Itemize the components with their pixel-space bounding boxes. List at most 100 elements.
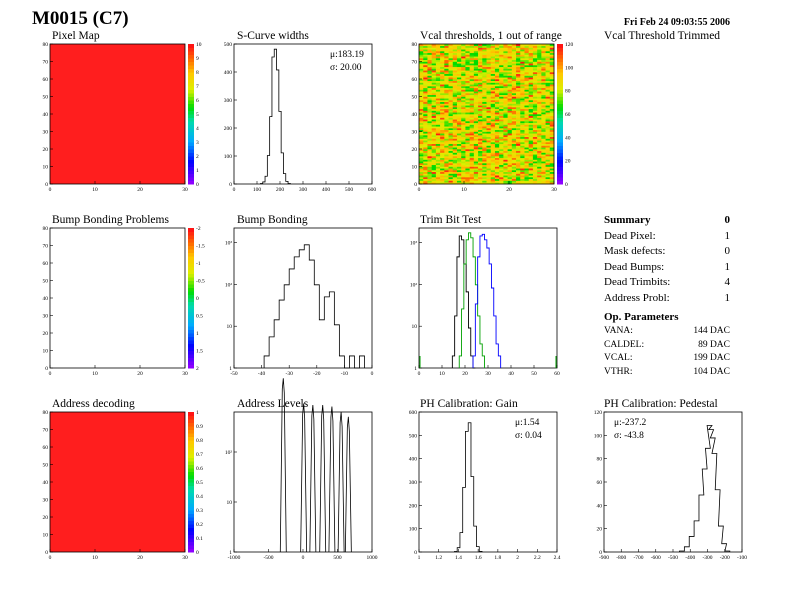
heatmap-cell [435,166,441,169]
heatmap-cell [452,129,458,132]
heatmap-cell [423,63,428,66]
heatmap-cell [461,108,466,111]
heatmap-cell [427,149,432,152]
summary-label: Mask defects: [604,245,666,257]
heatmap-cell [456,164,462,167]
heatmap-cell [528,119,534,122]
heatmap-cell [499,166,504,169]
heatmap-cell [452,89,458,92]
heatmap-cell [461,177,466,180]
heatmap-cell [486,163,492,166]
heatmap-cell [503,61,508,64]
heatmap-cell [478,54,483,57]
heatmap-cell [440,105,445,108]
heatmap-cell [494,164,500,167]
heatmap-cell [456,135,462,138]
addr_decoding-colorbar-cell [188,524,194,528]
heatmap-cell [427,72,432,75]
heatmap-cell [427,98,432,101]
heatmap-cell [524,73,529,76]
heatmap-cell [507,115,513,118]
heatmap-cell [473,129,479,132]
heatmap-cell [524,142,529,145]
heatmap-cell [482,96,487,99]
heatmap-cell [524,131,529,134]
heatmap-cell [537,87,542,90]
heatmap-cell [524,94,529,97]
heatmap-cell [473,180,479,183]
heatmap-cell [440,79,445,82]
heatmap-cell [494,79,500,82]
heatmap-cell [482,68,487,71]
heatmap-cell [486,98,492,101]
heatmap-cell [511,154,517,157]
heatmap-cell [431,61,437,64]
heatmap-cell [524,171,529,174]
vcal_thr-colorbar-cell [557,54,563,59]
bump_problems-frame [49,227,186,369]
heatmap-cell [423,138,428,141]
heatmap-cell [427,114,432,117]
heatmap-cell [528,121,534,124]
heatmap-cell [520,138,525,141]
heatmap-cell [516,56,521,59]
heatmap-cell [473,89,479,92]
heatmap-cell [541,73,546,76]
heatmap-cell [456,175,462,178]
heatmap-cell [494,66,500,69]
heatmap-cell [494,108,500,111]
heatmap-cell [499,61,504,64]
heatmap-cell [431,124,437,127]
heatmap-cell [478,72,483,75]
heatmap-cell [499,133,504,136]
heatmap-cell [478,47,483,50]
heatmap-cell [444,164,449,167]
heatmap-cell [452,45,458,48]
heatmap-cell [444,163,449,166]
heatmap-cell [419,61,424,64]
bump_problems-ytick-label: 70 [43,244,49,250]
heatmap-cell [503,156,508,159]
heatmap-cell [444,126,449,129]
heatmap-cell [482,63,487,66]
heatmap-cell [419,112,424,115]
heatmap-cell [494,49,500,52]
heatmap-cell [435,112,441,115]
heatmap-cell [427,75,432,78]
heatmap-cell [511,147,517,150]
heatmap-cell [520,108,525,111]
addr_decoding-colorbar-cell [188,482,194,486]
heatmap-cell [440,84,445,87]
heatmap-cell [545,58,551,61]
heatmap-cell [516,63,521,66]
heatmap-cell [520,75,525,78]
heatmap-cell [444,45,449,48]
heatmap-cell [448,52,454,55]
heatmap-cell [537,61,542,64]
heatmap-cell [461,70,466,73]
heatmap-cell [490,175,496,178]
heatmap-cell [507,140,513,143]
heatmap-cell [541,100,546,103]
heatmap-cell [528,129,534,132]
heatmap-cell [444,70,449,73]
heatmap-cell [427,121,432,124]
heatmap-cell [465,156,470,159]
heatmap-cell [419,75,424,78]
heatmap-cell [473,154,479,157]
heatmap-cell [511,86,517,89]
heatmap-cell [465,180,470,183]
heatmap-cell [427,117,432,120]
heatmap-cell [503,73,508,76]
heatmap-cell [486,161,492,164]
bump_problems-ytick-label: 10 [43,349,49,355]
heatmap-cell [452,110,458,113]
heatmap-cell [486,142,492,145]
heatmap-cell [448,87,454,90]
heatmap-cell [419,168,424,171]
heatmap-cell [444,108,449,111]
heatmap-cell [503,63,508,66]
heatmap-cell [532,91,538,94]
heatmap-cell [490,84,496,87]
heatmap-cell [452,44,458,47]
